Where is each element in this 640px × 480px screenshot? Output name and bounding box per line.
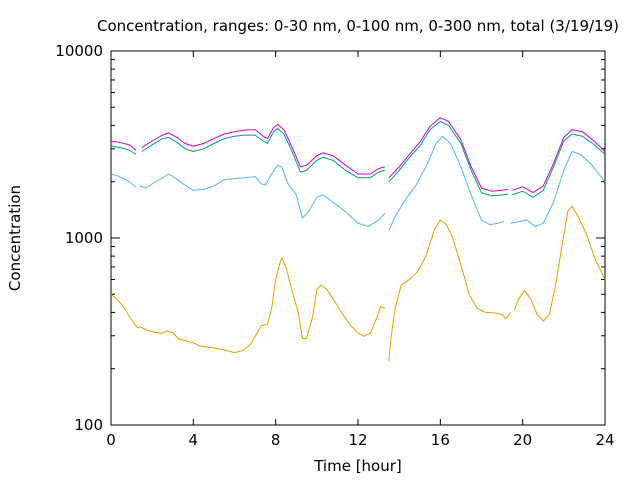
y-tick-label: 10000 <box>55 42 103 60</box>
x-tick-labels: 0 4 8 12 16 20 24 <box>106 431 614 449</box>
series-line-2 <box>110 121 606 198</box>
x-tick-label: 20 <box>513 431 532 449</box>
x-tick-label: 0 <box>106 431 116 449</box>
series-lines <box>110 117 606 362</box>
x-axis-label: Time [hour] <box>313 457 402 475</box>
y-tick-label: 1000 <box>65 229 103 247</box>
series-line-0 <box>110 205 606 362</box>
y-tick-labels: 100 1000 10000 <box>55 42 103 434</box>
y-axis-label: Concentration <box>6 185 24 291</box>
plot-frame <box>110 50 606 426</box>
series-line-1 <box>110 135 606 231</box>
x-tick-label: 12 <box>348 431 367 449</box>
series-line-3 <box>110 117 606 194</box>
chart-title: Concentration, ranges: 0-30 nm, 0-100 nm… <box>97 17 619 35</box>
axis-ticks <box>110 50 606 426</box>
x-tick-label: 24 <box>595 431 614 449</box>
x-tick-label: 4 <box>189 431 199 449</box>
y-tick-label: 100 <box>74 416 103 434</box>
x-tick-label: 16 <box>431 431 450 449</box>
x-tick-label: 8 <box>271 431 281 449</box>
